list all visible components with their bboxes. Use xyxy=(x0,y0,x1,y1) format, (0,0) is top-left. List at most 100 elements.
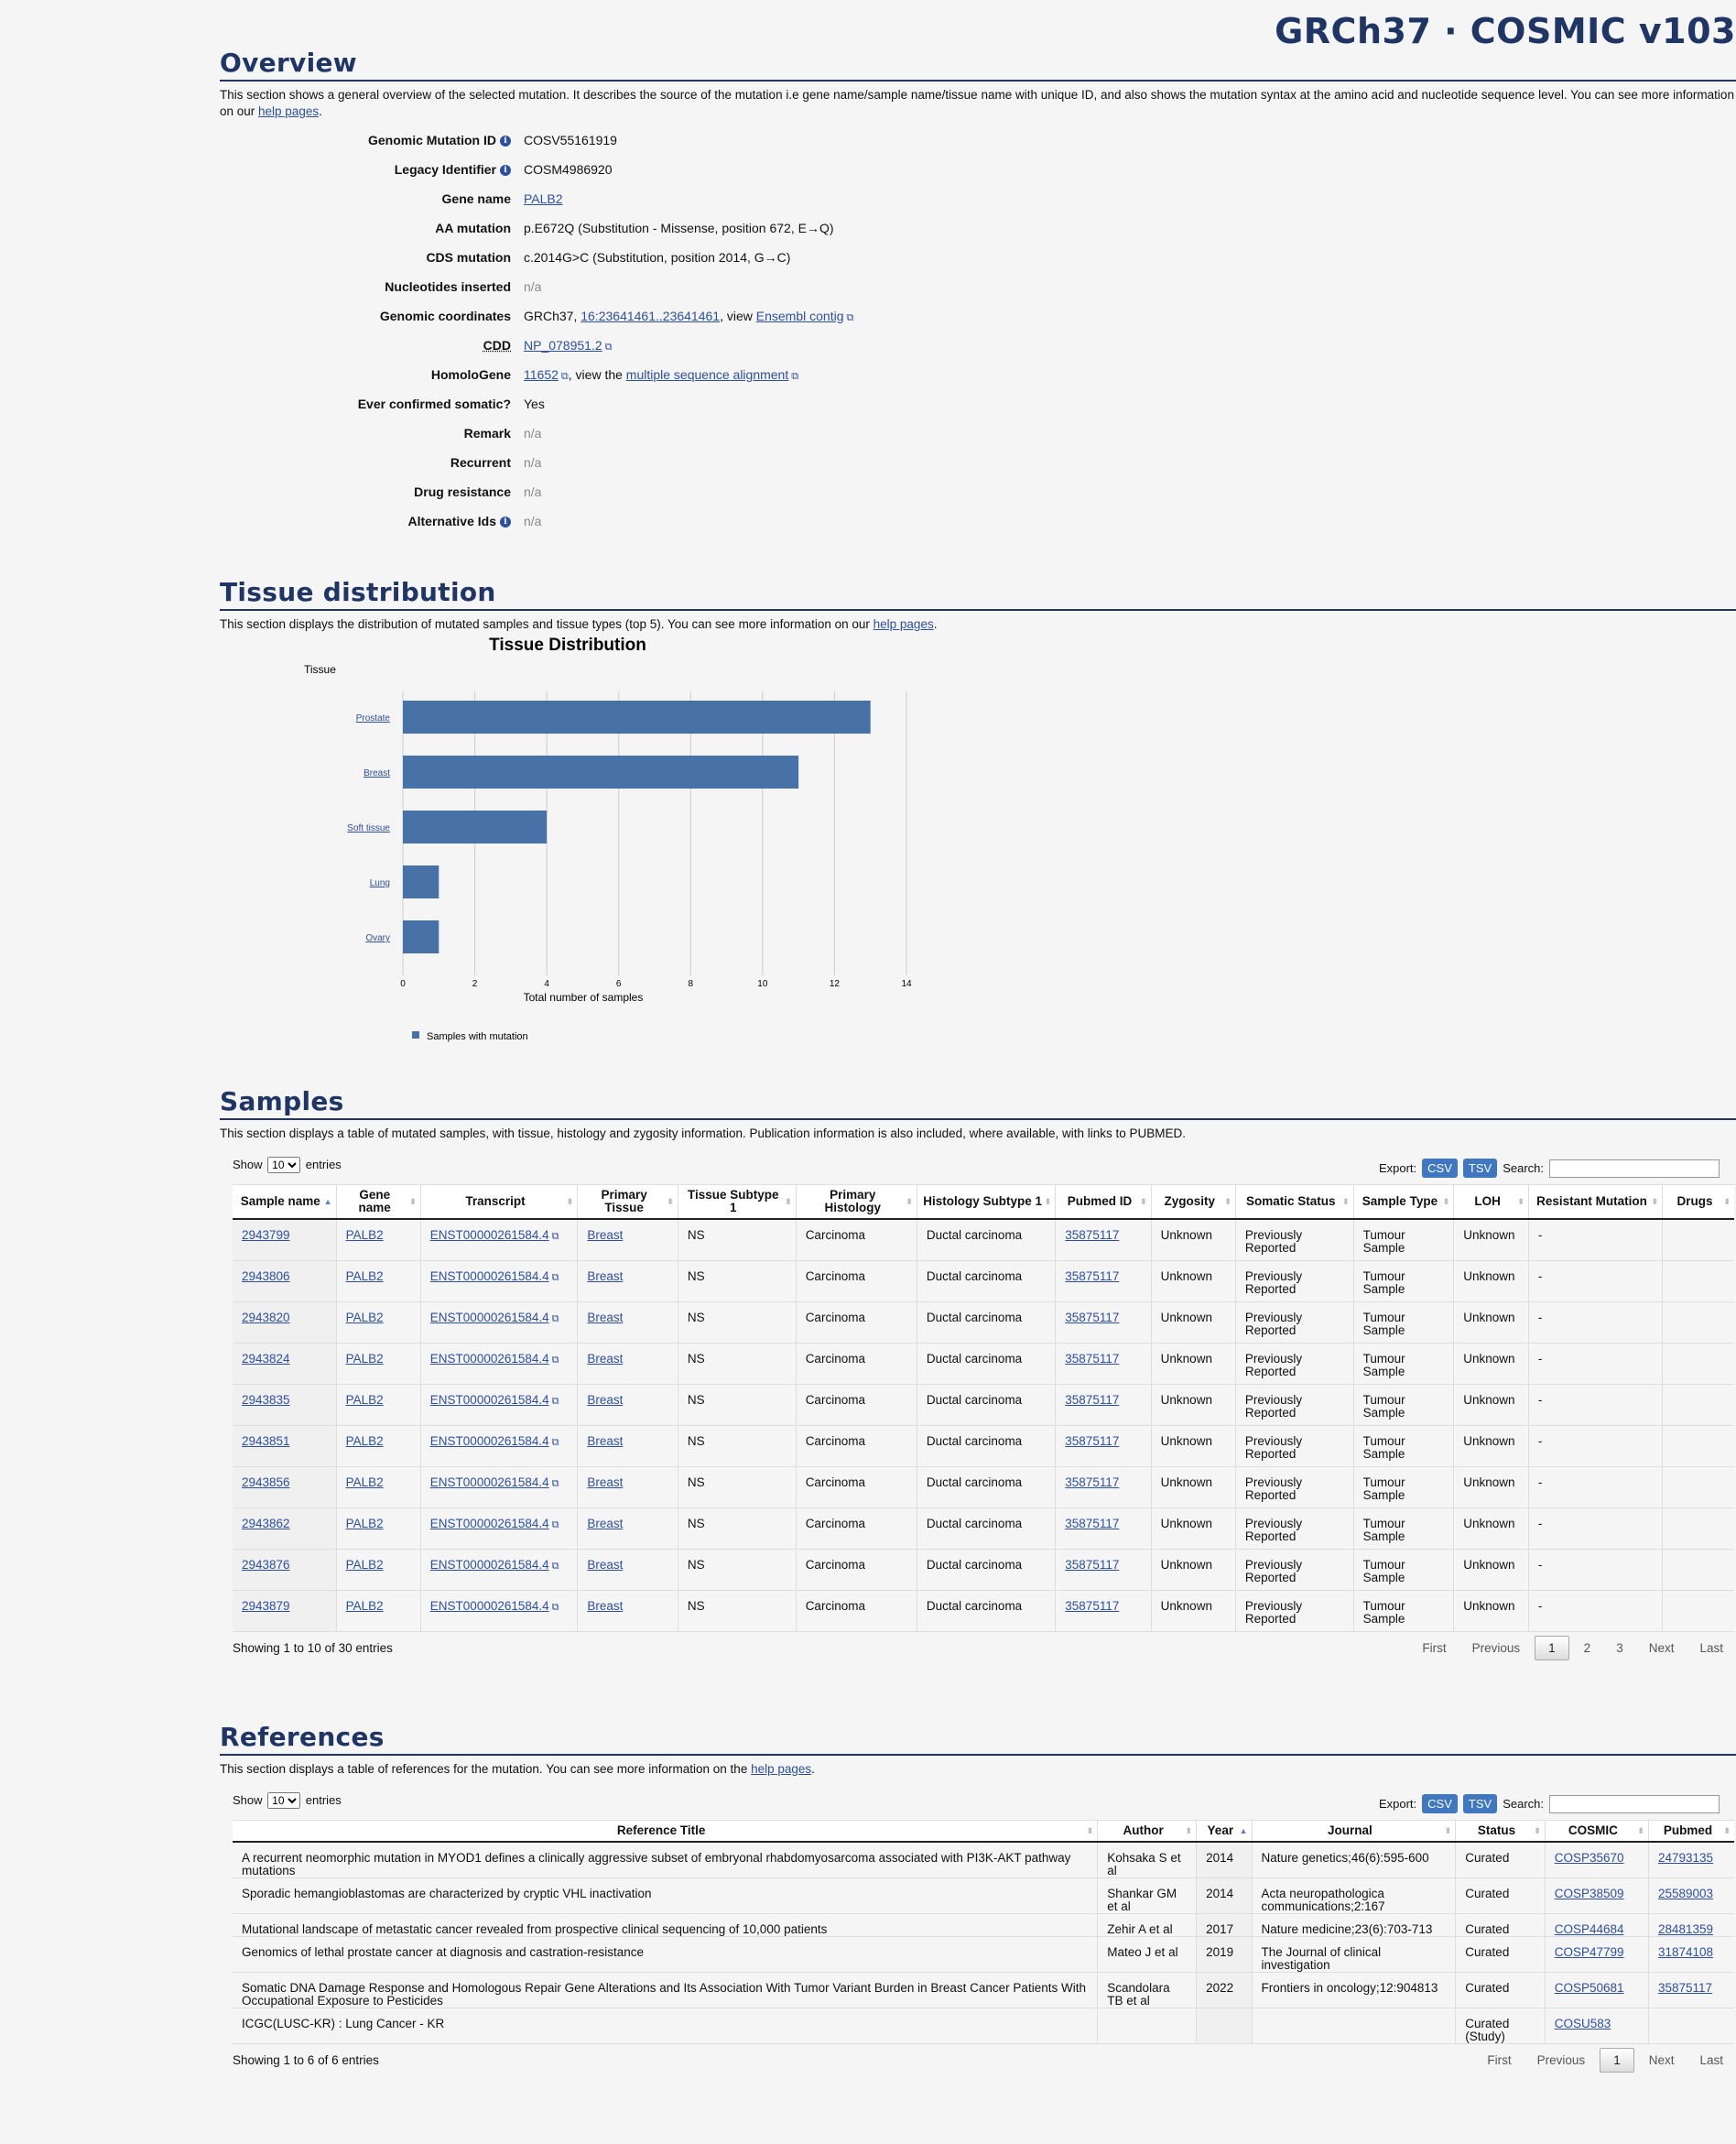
pubmed-link[interactable]: 35875117 xyxy=(1065,1516,1120,1530)
samples-tsv-button[interactable]: TSV xyxy=(1462,1159,1498,1178)
coordinates-link[interactable]: 16:23641461..23641461 xyxy=(580,308,721,323)
tissue-link[interactable]: Breast xyxy=(587,1351,624,1366)
col-primary-histology[interactable]: Primary Histology ⬍ xyxy=(795,1184,917,1220)
cosmic-link[interactable]: COSP44684 xyxy=(1554,1922,1624,1936)
col-sample-name[interactable]: Sample name ▲ xyxy=(233,1184,337,1220)
sample-link[interactable]: 2943856 xyxy=(242,1475,290,1489)
tissue-link[interactable]: Breast xyxy=(587,1598,624,1613)
cosmic-link[interactable]: COSP38509 xyxy=(1554,1887,1624,1900)
page-button-last[interactable]: Last xyxy=(1699,1640,1723,1655)
tissue-link[interactable]: Breast xyxy=(587,1516,624,1530)
col-drugs[interactable]: Drugs ⬍ xyxy=(1662,1184,1734,1220)
ensembl-contig-link[interactable]: Ensembl contig xyxy=(755,308,844,323)
gene-link[interactable]: PALB2 xyxy=(345,1557,384,1572)
cosmic-link[interactable]: COSP50681 xyxy=(1554,1981,1624,1995)
page-button-next[interactable]: Next xyxy=(1648,1640,1675,1655)
col-primary-tissue[interactable]: Primary Tissue ⬍ xyxy=(577,1184,678,1220)
samples-search-input[interactable] xyxy=(1549,1159,1720,1178)
transcript-link[interactable]: ENST00000261584.4 xyxy=(429,1516,549,1530)
page-button-first[interactable]: First xyxy=(1487,2053,1512,2067)
info-icon[interactable]: i xyxy=(500,165,511,176)
references-page-length-select[interactable]: 10 xyxy=(267,1792,301,1809)
info-icon[interactable]: i xyxy=(500,517,511,528)
cosmic-link[interactable]: COSP47799 xyxy=(1554,1945,1624,1959)
gene-link[interactable]: PALB2 xyxy=(345,1392,384,1407)
gene-link[interactable]: PALB2 xyxy=(345,1433,384,1448)
pubmed-link[interactable]: 35875117 xyxy=(1065,1433,1120,1448)
col-cosmic[interactable]: COSMIC ⬍ xyxy=(1544,1820,1649,1843)
col-status[interactable]: Status ⬍ xyxy=(1455,1820,1546,1843)
sample-link[interactable]: 2943820 xyxy=(242,1310,290,1324)
sample-link[interactable]: 2943806 xyxy=(242,1268,290,1283)
tissue-link-prostate[interactable]: Prostate xyxy=(356,713,391,724)
transcript-link[interactable]: ENST00000261584.4 xyxy=(429,1598,549,1613)
bar-prostate[interactable] xyxy=(403,701,871,734)
sample-link[interactable]: 2943835 xyxy=(242,1392,290,1407)
col-loh[interactable]: LOH ⬍ xyxy=(1453,1184,1529,1220)
homologene-link[interactable]: 11652 xyxy=(524,366,559,382)
tissue-link[interactable]: Breast xyxy=(587,1310,624,1324)
sample-link[interactable]: 2943862 xyxy=(242,1516,290,1530)
pubmed-link[interactable]: 35875117 xyxy=(1065,1228,1120,1242)
pubmed-link[interactable]: 35875117 xyxy=(1065,1598,1120,1613)
transcript-link[interactable]: ENST00000261584.4 xyxy=(429,1433,549,1448)
pubmed-link[interactable]: 35875117 xyxy=(1065,1557,1120,1572)
col-author[interactable]: Author ⬍ xyxy=(1097,1820,1197,1843)
tissue-link[interactable]: Breast xyxy=(587,1433,624,1448)
samples-csv-button[interactable]: CSV xyxy=(1422,1159,1458,1178)
bar-lung[interactable] xyxy=(403,865,439,898)
tissue-help-link[interactable]: help pages xyxy=(873,617,934,631)
page-button-1[interactable]: 1 xyxy=(1535,1635,1569,1660)
transcript-link[interactable]: ENST00000261584.4 xyxy=(429,1475,549,1489)
sample-link[interactable]: 2943799 xyxy=(242,1228,290,1242)
gene-link[interactable]: PALB2 xyxy=(345,1351,384,1366)
page-button-last[interactable]: Last xyxy=(1699,2053,1723,2067)
gene-link[interactable]: PALB2 xyxy=(345,1228,384,1242)
pubmed-link[interactable]: 35875117 xyxy=(1065,1351,1120,1366)
references-tsv-button[interactable]: TSV xyxy=(1462,1794,1498,1813)
page-button-previous[interactable]: Previous xyxy=(1471,1640,1521,1655)
info-icon[interactable]: i xyxy=(500,136,511,147)
col-gene-name[interactable]: Gene name ⬍ xyxy=(335,1184,421,1220)
bar-breast[interactable] xyxy=(403,756,799,789)
col-year[interactable]: Year ▲ xyxy=(1196,1820,1253,1843)
tissue-link-soft-tissue[interactable]: Soft tissue xyxy=(347,823,390,833)
bar-soft-tissue[interactable] xyxy=(403,811,548,843)
pubmed-link[interactable]: 35875117 xyxy=(1065,1310,1120,1324)
tissue-link-ovary[interactable]: Ovary xyxy=(365,933,390,943)
transcript-link[interactable]: ENST00000261584.4 xyxy=(429,1310,549,1324)
references-help-link[interactable]: help pages xyxy=(751,1762,812,1776)
sample-link[interactable]: 2943879 xyxy=(242,1598,290,1613)
tissue-link[interactable]: Breast xyxy=(587,1557,624,1572)
pubmed-link[interactable]: 35875117 xyxy=(1065,1392,1120,1407)
gene-link[interactable]: PALB2 xyxy=(345,1598,384,1613)
col-histology-subtype-1[interactable]: Histology Subtype 1 ⬍ xyxy=(916,1184,1056,1220)
pubmed-link[interactable]: 35875117 xyxy=(1657,1981,1713,1995)
pubmed-link[interactable]: 35875117 xyxy=(1065,1268,1120,1283)
sample-link[interactable]: 2943851 xyxy=(242,1433,290,1448)
col-resistant-mutation[interactable]: Resistant Mutation ⬍ xyxy=(1527,1184,1663,1220)
transcript-link[interactable]: ENST00000261584.4 xyxy=(429,1557,549,1572)
cosmic-link[interactable]: COSU583 xyxy=(1554,2017,1611,2030)
tissue-link[interactable]: Breast xyxy=(587,1228,624,1242)
transcript-link[interactable]: ENST00000261584.4 xyxy=(429,1392,549,1407)
references-search-input[interactable] xyxy=(1549,1794,1720,1813)
page-button-3[interactable]: 3 xyxy=(1616,1640,1623,1655)
col-pubmed[interactable]: Pubmed ⬍ xyxy=(1647,1820,1734,1843)
tissue-link[interactable]: Breast xyxy=(587,1392,624,1407)
bar-ovary[interactable] xyxy=(403,920,439,953)
cosmic-link[interactable]: COSP35670 xyxy=(1554,1851,1624,1865)
transcript-link[interactable]: ENST00000261584.4 xyxy=(429,1268,549,1283)
col-pubmed-id[interactable]: Pubmed ID ⬍ xyxy=(1055,1184,1152,1220)
gene-link[interactable]: PALB2 xyxy=(345,1475,384,1489)
tissue-link-lung[interactable]: Lung xyxy=(370,878,390,888)
col-reference-title[interactable]: Reference Title ⬍ xyxy=(233,1820,1098,1843)
col-transcript[interactable]: Transcript ⬍ xyxy=(419,1184,578,1220)
tissue-link[interactable]: Breast xyxy=(587,1475,624,1489)
pubmed-link[interactable]: 31874108 xyxy=(1657,1945,1714,1959)
overview-help-link[interactable]: help pages xyxy=(258,104,320,118)
transcript-link[interactable]: ENST00000261584.4 xyxy=(429,1351,549,1366)
pubmed-link[interactable]: 28481359 xyxy=(1657,1922,1714,1936)
col-tissue-subtype-1[interactable]: Tissue Subtype 1 ⬍ xyxy=(677,1184,797,1220)
pubmed-link[interactable]: 25589003 xyxy=(1657,1887,1714,1900)
